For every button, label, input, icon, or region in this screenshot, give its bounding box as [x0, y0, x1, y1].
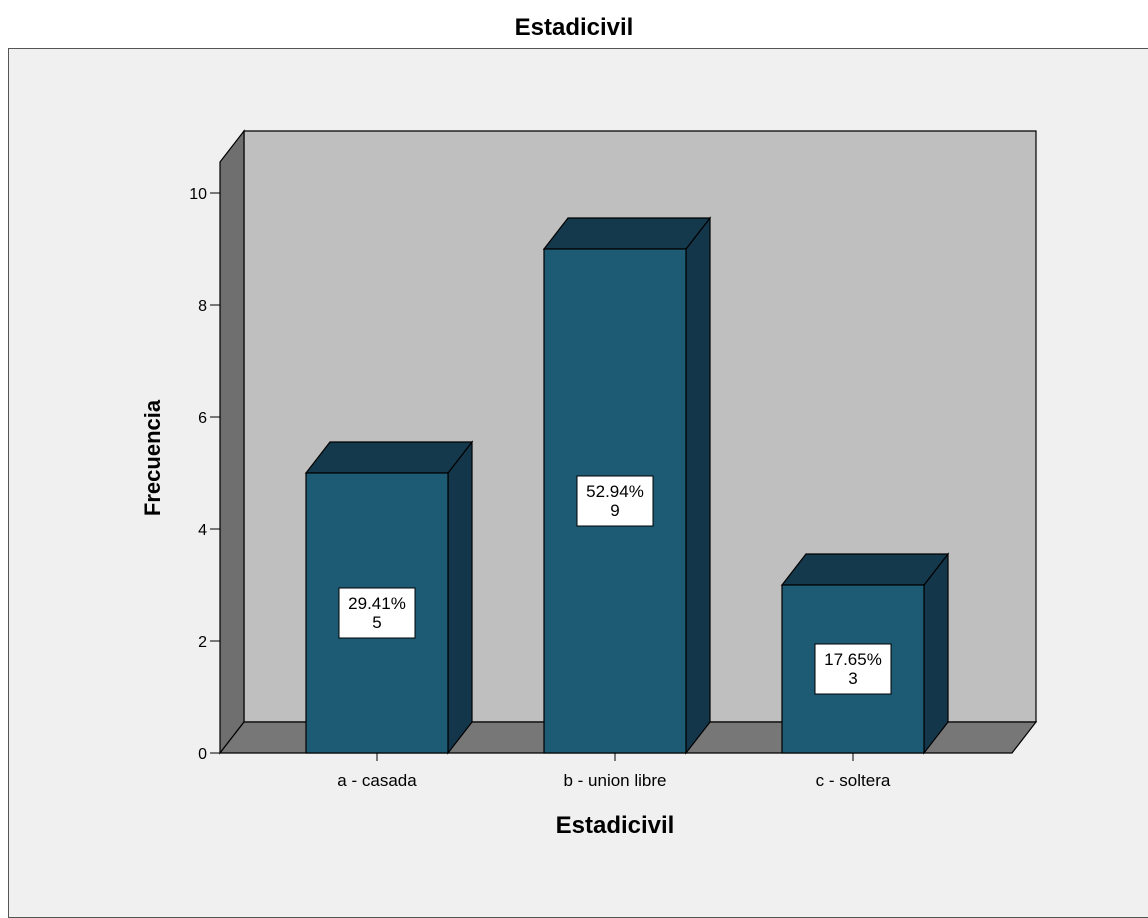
- x-axis-label: Estadicivil: [556, 812, 675, 839]
- data-label-percent: 52.94%: [586, 482, 644, 501]
- bar-side: [447, 440, 473, 755]
- bar-1: 29.41%5 a - casada: [304, 440, 474, 790]
- y-tick-label: 8: [198, 298, 207, 315]
- data-label-count: 5: [372, 613, 381, 632]
- bar-2: 52.94%9 b - union libre: [542, 216, 712, 790]
- bar-top: [542, 217, 712, 250]
- y-tick-label: 10: [189, 186, 207, 203]
- bar-top: [780, 553, 950, 586]
- bars: 29.41%5 a - casada 52.94%9 b - union libre 1…: [304, 216, 950, 790]
- data-label-box: [338, 587, 416, 639]
- data-label-box: [814, 643, 892, 695]
- data-label-count: 3: [848, 669, 857, 688]
- y-tick-label: 0: [198, 746, 207, 763]
- data-label-box: [576, 475, 654, 527]
- bar-side: [685, 216, 711, 755]
- bar-side: [923, 552, 949, 755]
- bar-top: [304, 441, 474, 474]
- x-tick-label: c - soltera: [816, 771, 891, 790]
- data-label-count: 9: [610, 501, 619, 520]
- bar-3: 17.65%3 c - soltera: [780, 552, 950, 790]
- data-label-percent: 17.65%: [824, 650, 882, 669]
- x-tick-label: a - casada: [337, 771, 417, 790]
- data-label-percent: 29.41%: [348, 594, 406, 613]
- chart-title: Estadicivil: [514, 14, 634, 41]
- y-tick-label: 2: [198, 634, 207, 651]
- y-axis-label: Frecuencia: [140, 399, 165, 516]
- side-wall: [219, 129, 245, 755]
- y-axis: 0 2 4 6 8 10: [189, 186, 220, 763]
- y-tick-label: 6: [198, 410, 207, 427]
- y-tick-label: 4: [198, 522, 207, 539]
- x-tick-label: b - union libre: [563, 771, 666, 790]
